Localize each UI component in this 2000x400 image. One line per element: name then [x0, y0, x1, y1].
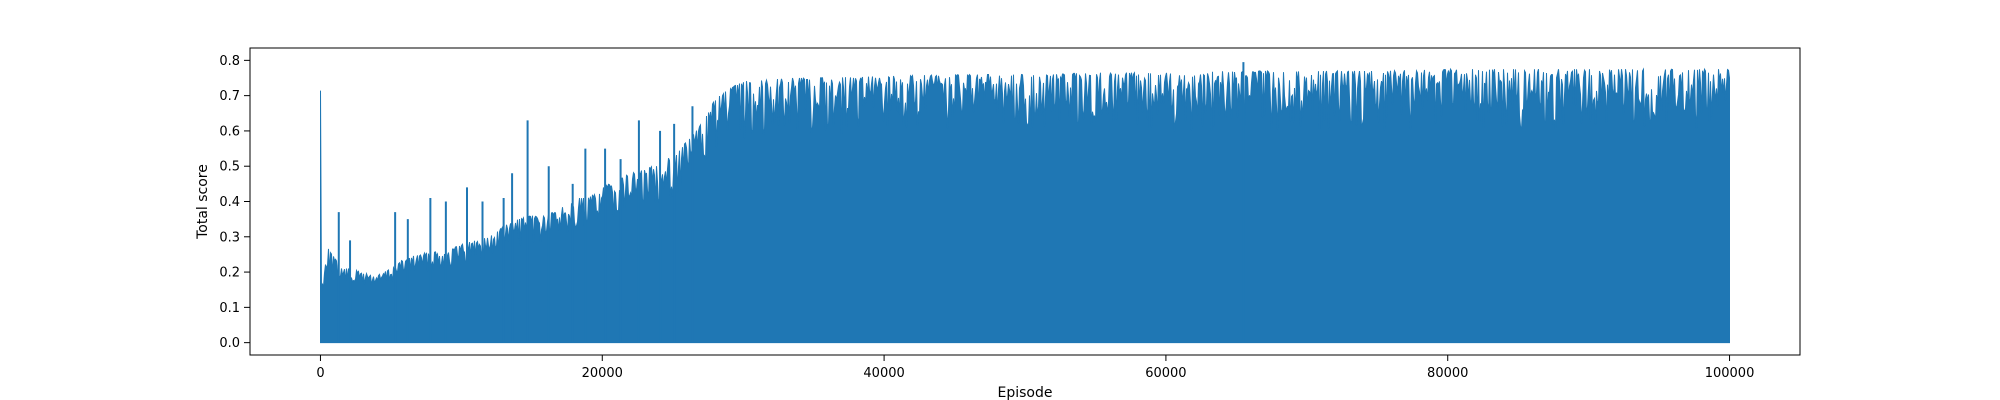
y-tick-label: 0.6 — [219, 124, 240, 139]
y-tick-label: 0.8 — [219, 54, 240, 69]
y-tick-label: 0.2 — [219, 266, 240, 281]
x-tick-label: 100000 — [1705, 366, 1755, 381]
x-tick-label: 40000 — [863, 366, 904, 381]
x-tick-label: 20000 — [582, 366, 623, 381]
x-tick-label: 60000 — [1145, 366, 1186, 381]
y-tick-label: 0.4 — [219, 195, 240, 210]
y-tick-label: 0.0 — [219, 336, 240, 351]
y-tick-label: 0.7 — [219, 89, 240, 104]
y-tick-label: 0.1 — [219, 301, 240, 316]
x-tick-label: 80000 — [1427, 366, 1468, 381]
axes: 0 20000 40000 60000 80000 100000 0.0 0.1 0.2 0.3 0… — [219, 47, 1801, 381]
y-axis-label: Total score — [195, 164, 211, 240]
plot-area — [320, 62, 1730, 344]
series-band — [320, 67, 1730, 344]
y-tick-label: 0.5 — [219, 160, 240, 175]
x-tick-label: 0 — [316, 366, 324, 381]
x-axis-label: Episode — [998, 385, 1053, 400]
y-tick-label: 0.3 — [219, 230, 240, 245]
